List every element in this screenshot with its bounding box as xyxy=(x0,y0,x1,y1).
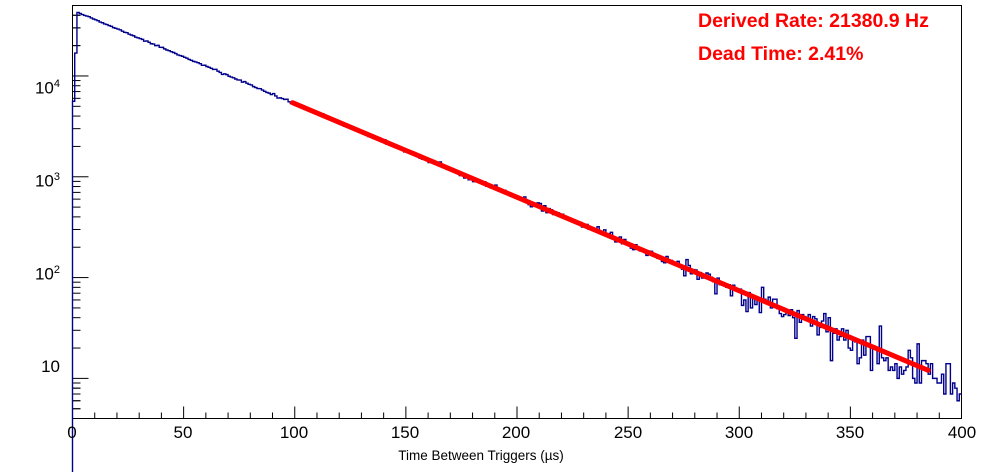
y-tick-label-100: 102 xyxy=(34,264,60,284)
y-tick-label-10000: 104 xyxy=(34,78,60,98)
y-tick-label-1000: 103 xyxy=(34,171,60,191)
x-tick-label-400: 400 xyxy=(947,423,977,442)
x-tick-label-0: 0 xyxy=(67,423,77,442)
dead-time-text: Dead Time: 2.41% xyxy=(698,42,864,65)
x-axis-title: Time Between Triggers (µs) xyxy=(398,448,564,463)
histogram-series xyxy=(71,11,962,472)
plot-frame xyxy=(72,5,962,419)
x-tick-label-150: 150 xyxy=(390,423,420,442)
x-tick-label-50: 50 xyxy=(173,423,193,442)
exponential-fit-line xyxy=(290,100,931,373)
x-tick-label-200: 200 xyxy=(501,423,531,442)
y-tick-label-10: 10 xyxy=(41,357,60,376)
x-tick-label-350: 350 xyxy=(835,423,865,442)
x-tick-label-250: 250 xyxy=(613,423,643,442)
x-tick-label-100: 100 xyxy=(279,423,309,442)
fit-results-annotation: Derived Rate: 21380.9 Hz Dead Time: 2.41… xyxy=(698,10,929,77)
x-tick-label-300: 300 xyxy=(724,423,754,442)
derived-rate-text: Derived Rate: 21380.9 Hz xyxy=(698,10,929,32)
